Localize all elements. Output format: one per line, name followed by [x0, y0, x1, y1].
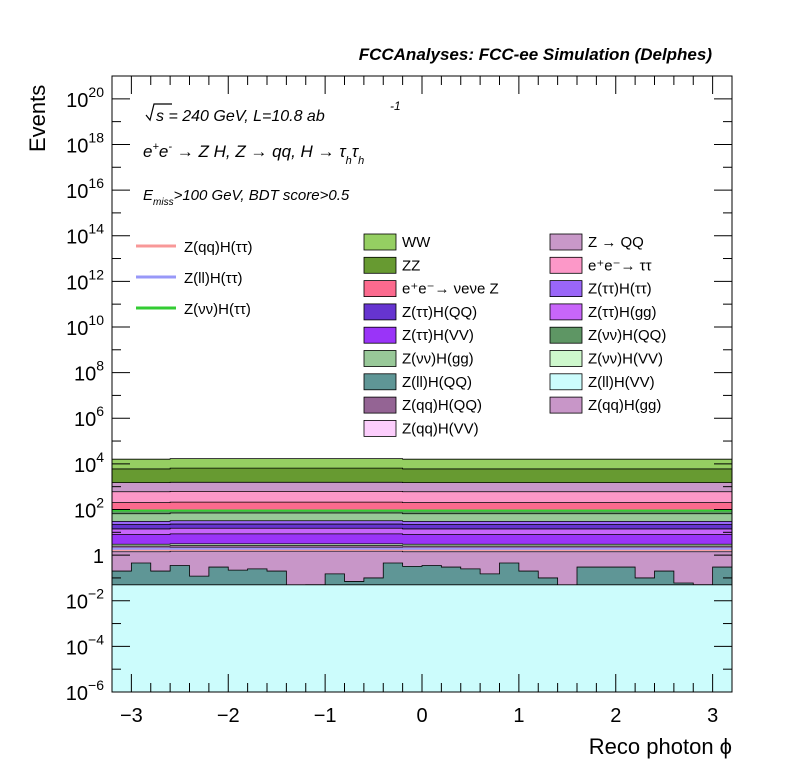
legend-label: Z(ττ)H(QQ)	[402, 304, 477, 321]
legend-label: Z(qq)H(QQ)	[402, 397, 482, 414]
y-tick-label: 1016	[66, 175, 104, 203]
signal-lines	[112, 509, 732, 551]
y-tick-label: 1010	[66, 312, 104, 340]
legend-swatch-WW	[363, 233, 397, 251]
legend-swatch-ll_VV	[549, 373, 583, 391]
legend-swatch-tautau_VV	[363, 326, 397, 344]
legend-label: ZZ	[402, 257, 420, 274]
svg-text:e+e- → Z H, Z → qq, H → τhτh: e+e- → Z H, Z → qq, H → τhτh	[143, 141, 364, 167]
y-tick-label: 1020	[66, 84, 104, 112]
legend-swatch-ZZ	[363, 256, 397, 274]
legend-swatch-qq_gg	[549, 396, 583, 414]
svg-text:s = 240 GeV, L=10.8 ab: s = 240 GeV, L=10.8 ab	[156, 108, 325, 125]
x-tick-label: −2	[217, 705, 240, 727]
x-tick-label: −1	[314, 705, 337, 727]
y-tick-label: 102	[74, 494, 104, 522]
legend-swatch-ll_QQ	[363, 373, 397, 391]
legend-label: Z(ττ)H(VV)	[402, 327, 474, 344]
legend-label: Z(qq)H(VV)	[402, 420, 479, 437]
legend-swatch-Z_QQ	[549, 233, 583, 251]
y-tick-label: 108	[74, 358, 104, 386]
legend-label: Z(qq)H(ττ)	[184, 239, 253, 256]
legend-label: e⁺e⁻→ νeνe Z	[402, 281, 499, 298]
legend-swatch-nunu_QQ	[549, 326, 583, 344]
annotation-lumi-exp: -1	[390, 99, 401, 113]
legend-label: Z(νν)H(QQ)	[588, 327, 666, 344]
y-tick-label: 1012	[66, 266, 104, 294]
legend-swatch-qq_QQ	[363, 396, 397, 414]
legend-swatch-nunu_gg	[363, 350, 397, 367]
annotation-cuts: Emiss>100 GeV, BDT score>0.5	[143, 187, 350, 208]
axes: 10−610−410−21102104106108101010121014101…	[66, 76, 733, 727]
y-tick-label: 10−2	[66, 586, 104, 614]
legend: Z(qq)H(ττ) Z(ll)H(ττ) Z(νν)H(ττ) WW ZZ e⁺e⁻→ …	[136, 233, 666, 437]
y-tick-label: 10−4	[66, 631, 104, 659]
x-tick-label: −3	[120, 705, 143, 727]
x-tick-label: 0	[416, 705, 427, 727]
y-tick-label: 1018	[66, 129, 104, 157]
y-axis-label: Events	[25, 85, 50, 152]
legend-label: Z(ττ)H(ττ)	[588, 281, 652, 298]
legend-swatch-tautau_QQ	[363, 303, 397, 321]
legend-swatch-tautau_gg	[549, 303, 583, 321]
legend-label: WW	[402, 234, 431, 251]
y-tick-label: 10−6	[66, 677, 104, 705]
legend-swatch-ee_tautau	[549, 256, 583, 274]
legend-label: Z(νν)H(VV)	[588, 351, 663, 368]
legend-label: Z(qq)H(gg)	[588, 397, 661, 414]
legend-swatch-qq_VV	[363, 419, 397, 437]
legend-label: Z(ll)H(VV)	[588, 374, 655, 391]
legend-swatch-nunuZ	[363, 280, 397, 298]
x-tick-label: 2	[610, 705, 621, 727]
x-tick-label: 3	[707, 705, 718, 727]
legend-label: Z(νν)H(ττ)	[184, 301, 251, 318]
y-tick-label: 1014	[66, 221, 104, 249]
stacked-histogram	[111, 458, 733, 693]
x-axis-label: Reco photon ϕ	[589, 734, 732, 759]
svg-text:Emiss>100 GeV, BDT score>0.5: Emiss>100 GeV, BDT score>0.5	[143, 187, 350, 208]
y-tick-label: 1	[93, 546, 104, 568]
legend-swatch-tautau_tautau	[549, 280, 583, 298]
annotation-energy: s = 240 GeV, L=10.8 ab -1	[145, 99, 401, 125]
stack-layer-ll_VV	[111, 584, 733, 693]
legend-label: Z(ll)H(QQ)	[402, 374, 472, 391]
legend-label: Z(ll)H(ττ)	[184, 270, 243, 287]
legend-label: e⁺e⁻→ ττ	[588, 257, 652, 274]
legend-label: Z(νν)H(gg)	[402, 351, 474, 368]
annotation-process: e+e- → Z H, Z → qq, H → τhτh	[143, 141, 364, 167]
header-title: FCCAnalyses: FCC-ee Simulation (Delphes)	[359, 45, 713, 64]
y-tick-label: 104	[74, 449, 104, 477]
legend-label: Z(ττ)H(gg)	[588, 304, 657, 321]
legend-swatch-nunu_VV	[549, 350, 583, 367]
x-tick-label: 1	[513, 705, 524, 727]
y-tick-label: 106	[74, 403, 104, 431]
legend-label: Z → QQ	[588, 234, 644, 251]
